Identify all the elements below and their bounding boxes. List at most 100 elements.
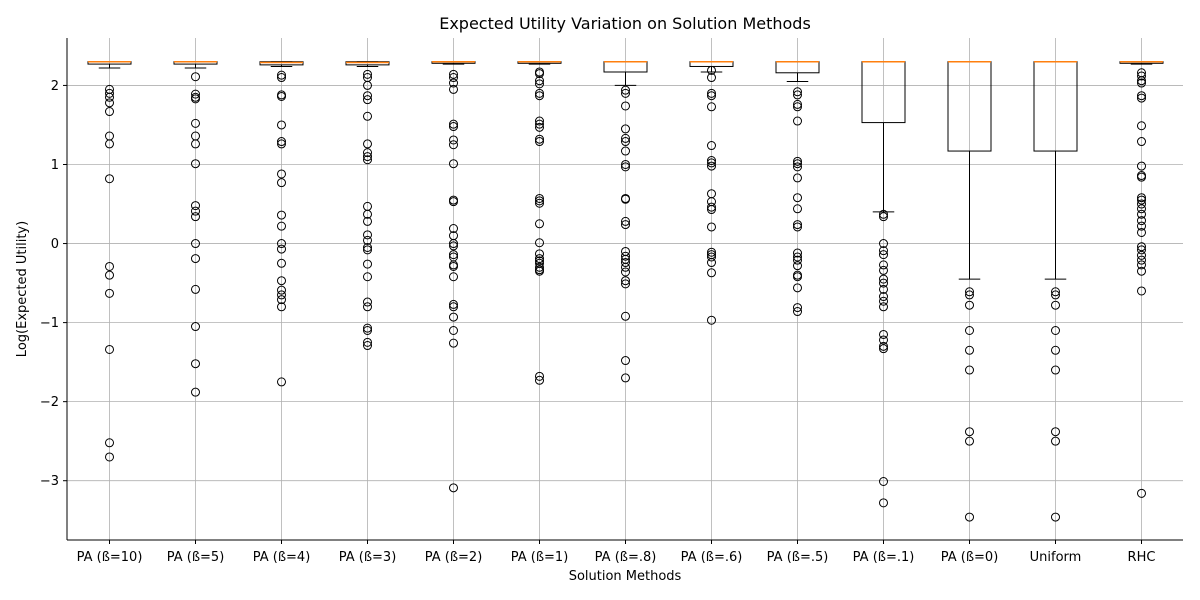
box-group-8: [689, 60, 734, 325]
flier-point: [363, 148, 372, 158]
x-tick-label: RHC: [1128, 550, 1156, 565]
flier-point: [793, 248, 802, 258]
flier-point: [449, 272, 458, 282]
axes: [66, 38, 1183, 541]
flier-point: [363, 139, 372, 149]
flier-point: [277, 290, 286, 300]
flier-point: [449, 140, 458, 150]
flier-point: [879, 212, 888, 222]
x-tick-label: PA (ß=.1): [853, 550, 915, 565]
grid: [67, 38, 1183, 540]
flier-point: [879, 329, 888, 339]
flier-point: [535, 219, 544, 229]
ticks: −3 −2 −1 0 1 2 PA (ß=10) PA (ß=5) PA (ß=4) PA (ß=…: [40, 79, 1156, 565]
flier-point: [535, 134, 544, 144]
flier-point: [1051, 436, 1060, 446]
flier-point: [277, 92, 286, 102]
flier-point: [363, 155, 372, 165]
x-tick-label: PA (ß=.8): [595, 550, 657, 565]
flier-point: [1137, 242, 1146, 252]
flier-point: [363, 209, 372, 219]
flier-point: [191, 359, 200, 369]
flier-point: [793, 261, 802, 271]
flier-point: [707, 202, 716, 212]
flier-point: [793, 222, 802, 232]
flier-point: [879, 341, 888, 351]
flier-point: [879, 292, 888, 302]
box-iqr: [259, 61, 304, 66]
flier-point: [277, 276, 286, 286]
flier-point: [1137, 172, 1146, 182]
flier-point: [707, 247, 716, 257]
flier-point: [1137, 193, 1146, 203]
flier-point: [621, 162, 630, 172]
flier-point: [793, 220, 802, 230]
flier-point: [363, 323, 372, 333]
flier-point: [105, 261, 114, 271]
flier-point: [621, 216, 630, 226]
flier-point: [191, 387, 200, 397]
x-tick-label: PA (ß=1): [511, 550, 569, 565]
flier-point: [191, 139, 200, 149]
flier-point: [363, 111, 372, 121]
flier-point: [965, 287, 974, 297]
flier-point: [1137, 245, 1146, 255]
flier-point: [621, 373, 630, 383]
flier-point: [1137, 260, 1146, 270]
flier-point: [621, 85, 630, 95]
flier-point: [277, 178, 286, 188]
flier-point: [1137, 216, 1146, 226]
flier-point: [535, 371, 544, 381]
flier-point: [707, 156, 716, 166]
flier-point: [449, 483, 458, 493]
flier-point: [535, 69, 544, 79]
flier-point: [277, 169, 286, 179]
flier-point: [449, 261, 458, 271]
flier-point: [363, 242, 372, 252]
flier-point: [965, 365, 974, 375]
flier-point: [621, 258, 630, 268]
flier-point: [363, 235, 372, 245]
flier-point: [1137, 227, 1146, 237]
flier-point: [535, 79, 544, 89]
flier-point: [707, 161, 716, 171]
flier-point: [879, 284, 888, 294]
flier-point: [1051, 326, 1060, 336]
flier-point: [1137, 204, 1146, 214]
box-group-9: [775, 60, 820, 317]
flier-point: [707, 158, 716, 168]
flier-point: [191, 118, 200, 128]
flier-point: [793, 90, 802, 100]
flier-point: [707, 258, 716, 268]
flier-point: [621, 101, 630, 111]
flier-point: [1137, 221, 1146, 231]
box-group-5: [431, 60, 476, 493]
flier-point: [535, 254, 544, 264]
flier-point: [1137, 266, 1146, 276]
flier-point: [621, 267, 630, 277]
flier-point: [277, 221, 286, 231]
flier-point: [449, 299, 458, 309]
flier-point: [793, 116, 802, 126]
flier-point: [965, 512, 974, 522]
flier-point: [277, 377, 286, 387]
flier-point: [191, 89, 200, 99]
box-group-10: [861, 60, 906, 508]
flier-point: [363, 341, 372, 351]
flier-point: [707, 65, 716, 75]
flier-point: [535, 256, 544, 266]
box-group-12: [1033, 60, 1078, 522]
flier-point: [793, 255, 802, 265]
flier-point: [1051, 365, 1060, 375]
flier-point: [277, 295, 286, 305]
flier-point: [535, 249, 544, 259]
flier-point: [621, 279, 630, 289]
flier-point: [363, 326, 372, 336]
flier-point: [793, 272, 802, 282]
flier-point: [449, 250, 458, 260]
flier-point: [707, 222, 716, 232]
flier-point: [363, 297, 372, 307]
flier-point: [1051, 345, 1060, 355]
flier-point: [535, 116, 544, 126]
